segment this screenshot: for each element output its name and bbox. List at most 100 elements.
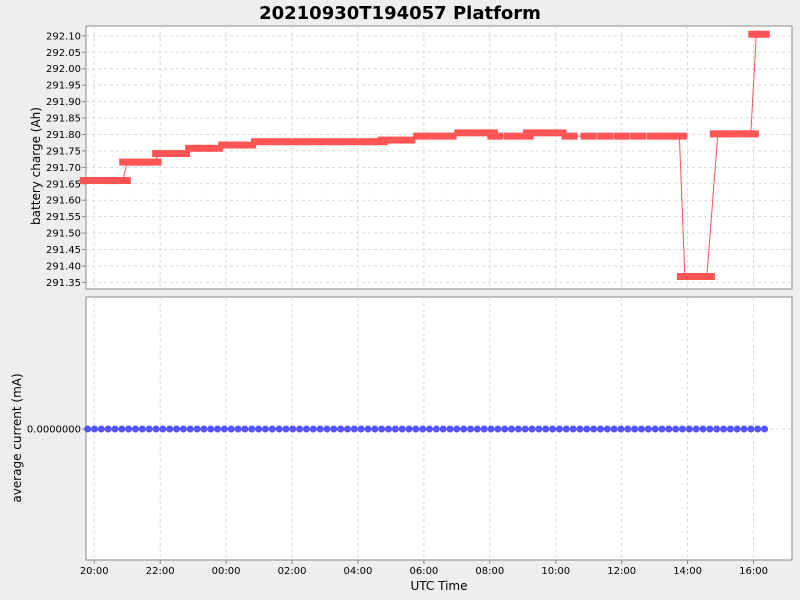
current-data-point xyxy=(391,425,399,433)
charge-data-point xyxy=(550,129,567,137)
charge-y-tick-label: 291.45 xyxy=(46,245,81,256)
current-data-point xyxy=(658,425,666,433)
charge-data-point xyxy=(152,150,169,158)
current-data-point xyxy=(631,425,639,433)
charge-y-tick-label: 291.60 xyxy=(46,196,81,207)
charge-data-point xyxy=(660,132,677,140)
charge-data-point xyxy=(742,130,759,138)
charge-data-point xyxy=(207,144,224,152)
current-data-point xyxy=(405,425,413,433)
current-data-point xyxy=(603,425,611,433)
charge-data-point xyxy=(218,141,235,149)
charge-plot: 292.10 292.05 292.00 291.95 291.90 291.85 291.… xyxy=(29,25,793,290)
x-tick-label: 10:00 xyxy=(541,566,570,577)
current-data-point xyxy=(569,425,577,433)
current-data-point xyxy=(644,425,652,433)
current-data-point xyxy=(350,425,358,433)
current-plot: 0.0000000 average current (mA) xyxy=(10,296,793,561)
charge-data-point xyxy=(377,136,394,144)
current-series xyxy=(84,425,769,433)
charge-data-point xyxy=(338,138,355,146)
current-data-point xyxy=(207,425,215,433)
x-tick-label: 14:00 xyxy=(673,566,702,577)
current-data-point xyxy=(241,425,249,433)
charge-data-point xyxy=(503,132,520,140)
charge-y-tick-label: 291.95 xyxy=(46,81,81,92)
charge-data-point xyxy=(251,138,268,146)
current-data-point xyxy=(330,425,338,433)
charge-data-point xyxy=(106,177,123,185)
charge-data-point xyxy=(523,129,540,137)
current-data-point xyxy=(316,425,324,433)
current-data-point xyxy=(186,425,194,433)
current-data-point xyxy=(261,425,269,433)
charge-y-tick-label: 291.65 xyxy=(46,179,81,190)
charge-data-point xyxy=(273,138,290,146)
current-data-point xyxy=(637,425,645,433)
charge-data-point xyxy=(360,138,377,146)
charge-data-point xyxy=(316,138,333,146)
charge-data-point xyxy=(580,132,597,140)
charge-data-point xyxy=(349,138,366,146)
current-data-point xyxy=(699,425,707,433)
current-data-point xyxy=(754,425,762,433)
charge-data-point xyxy=(399,136,416,144)
current-data-point xyxy=(412,425,420,433)
current-data-point xyxy=(426,425,434,433)
charge-data-point xyxy=(262,138,279,146)
charge-data-point xyxy=(163,150,180,158)
current-data-point xyxy=(549,425,557,433)
current-data-point xyxy=(289,425,297,433)
charge-data-point xyxy=(698,273,715,281)
current-data-point xyxy=(501,425,509,433)
current-data-point xyxy=(624,425,632,433)
current-data-point xyxy=(132,425,140,433)
current-data-point xyxy=(576,425,584,433)
charge-data-point xyxy=(720,130,737,138)
current-data-point xyxy=(159,425,167,433)
charge-y-tick-label: 291.35 xyxy=(46,278,81,289)
x-tick-label: 02:00 xyxy=(278,566,307,577)
charge-data-point xyxy=(97,177,114,185)
current-data-point xyxy=(220,425,228,433)
charge-y-tick-label: 291.90 xyxy=(46,97,81,108)
current-data-point xyxy=(337,425,345,433)
current-data-point xyxy=(651,425,659,433)
current-data-point xyxy=(248,425,256,433)
chart-title: 20210930T194057 Platform xyxy=(259,3,541,24)
current-data-point xyxy=(562,425,570,433)
x-tick-label: 16:00 xyxy=(739,566,768,577)
current-data-point xyxy=(487,425,495,433)
charge-data-point xyxy=(454,129,471,137)
current-data-point xyxy=(740,425,748,433)
charge-y-axis-label: battery charge (Ah) xyxy=(29,107,43,225)
charge-data-point xyxy=(79,177,96,185)
current-data-point xyxy=(234,425,242,433)
x-axis-label: UTC Time xyxy=(411,579,468,593)
current-data-point xyxy=(494,425,502,433)
current-data-point xyxy=(255,425,263,433)
x-tick-label: 06:00 xyxy=(409,566,438,577)
current-data-point xyxy=(747,425,755,433)
current-data-point xyxy=(596,425,604,433)
current-data-point xyxy=(432,425,440,433)
charge-series xyxy=(79,30,770,281)
x-tick-label: 08:00 xyxy=(475,566,504,577)
current-data-point xyxy=(193,425,201,433)
charge-y-ticks: 292.10 292.05 292.00 291.95 291.90 291.85 291.… xyxy=(46,31,86,289)
current-data-point xyxy=(275,425,283,433)
current-data-point xyxy=(453,425,461,433)
x-tick-label: 22:00 xyxy=(146,566,175,577)
charge-y-tick-label: 291.50 xyxy=(46,229,81,240)
current-data-point xyxy=(125,425,133,433)
charge-data-point xyxy=(687,273,704,281)
current-data-point xyxy=(528,425,536,433)
charge-y-tick-label: 292.10 xyxy=(46,31,81,42)
current-data-point xyxy=(364,425,372,433)
current-data-point xyxy=(84,425,92,433)
charge-data-point xyxy=(119,158,136,166)
current-data-point xyxy=(761,425,769,433)
current-data-point xyxy=(357,425,365,433)
current-data-point xyxy=(439,425,447,433)
